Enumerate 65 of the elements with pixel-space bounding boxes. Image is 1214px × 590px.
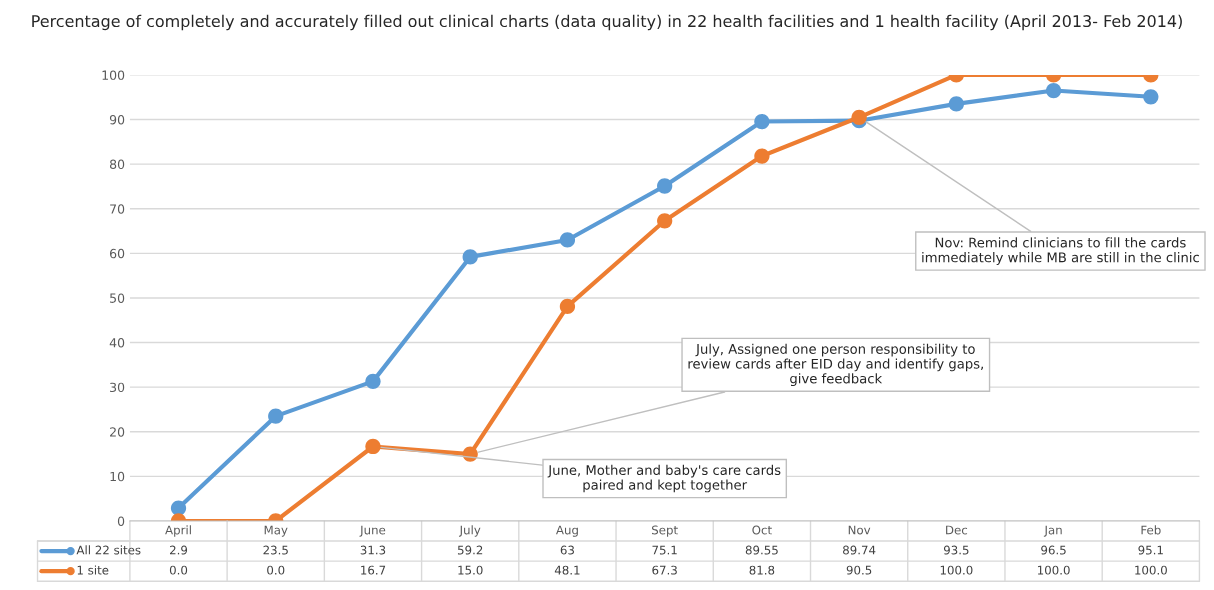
- data-label: 93.5: [943, 545, 969, 555]
- x-tick-label: Aug: [556, 525, 578, 537]
- point: [851, 109, 867, 125]
- point: [559, 298, 576, 315]
- data-label: 100.0: [940, 565, 973, 575]
- y-tick-label: 100: [102, 70, 125, 80]
- y-tick-label: 70: [110, 204, 125, 214]
- point: [948, 96, 964, 112]
- y-tick-label: 50: [110, 293, 125, 303]
- data-label: 59.2: [457, 545, 483, 555]
- legend-label: All 22 sites: [76, 545, 141, 555]
- point: [268, 408, 284, 424]
- data-label: 15.0: [458, 565, 483, 575]
- data-label: 31.3: [360, 545, 386, 555]
- point: [1143, 89, 1159, 105]
- point: [365, 438, 381, 455]
- point: [657, 178, 673, 194]
- data-label: 67.3: [652, 565, 677, 575]
- point: [559, 232, 576, 248]
- data-label: 16.7: [361, 565, 386, 575]
- data-label: 0.0: [267, 565, 285, 575]
- x-tick-label: Nov: [848, 525, 871, 535]
- data-label: 0.0: [169, 565, 188, 575]
- point: [1045, 82, 1062, 99]
- point: [365, 373, 381, 389]
- x-tick-label: Dec: [946, 525, 968, 535]
- annotation: July, Assigned one person responsibility to review cards after EID day and identify gaps, give feedback: [688, 343, 983, 387]
- y-tick-label: 40: [109, 338, 125, 348]
- y-tick-label: 10: [110, 471, 125, 482]
- y-tick-label: 20: [110, 427, 125, 437]
- data-label: 89.55: [745, 545, 778, 555]
- data-label: 75.1: [652, 545, 677, 555]
- x-tick-label: April: [165, 525, 191, 537]
- y-tick-label: 60: [110, 248, 125, 259]
- y-tick-label: 80: [109, 159, 125, 170]
- chart-title: Percentage of completely and accurately filled out clinical charts (data quality) in 22 health facilities and 1 health facility (April 2013- Feb 2014): [32, 14, 1182, 31]
- x-tick-label: May: [264, 525, 288, 537]
- x-tick-label: Jan: [1043, 525, 1062, 537]
- annotation: Nov: Remind clinicians to fill the cards immediately while MB are still in the clinic: [922, 237, 1199, 265]
- x-tick-label: Sept: [652, 525, 678, 537]
- y-tick-label: 90: [109, 115, 125, 125]
- annotation: June, Mother and baby's care cards paired and kept together: [547, 464, 781, 493]
- data-label: 89.74: [843, 545, 876, 555]
- data-label: 100.0: [1135, 565, 1167, 575]
- data-label: 100.0: [1037, 565, 1070, 575]
- data-label: 96.5: [1041, 545, 1066, 555]
- data-label: 95.1: [1138, 545, 1163, 555]
- data-label: 63: [560, 545, 574, 555]
- point: [754, 148, 770, 164]
- x-tick-label: June: [359, 525, 386, 537]
- point: [462, 249, 478, 265]
- y-tick-label: 0: [117, 516, 125, 526]
- x-tick-label: Feb: [1141, 525, 1161, 535]
- point: [657, 213, 673, 229]
- data-label: 2.9: [169, 545, 188, 555]
- point: [754, 113, 770, 130]
- x-tick-label: Oct: [752, 525, 772, 535]
- y-tick-label: 30: [110, 382, 125, 393]
- data-label: 48.1: [554, 565, 580, 575]
- data-label: 90.5: [846, 565, 872, 575]
- data-label: 23.5: [263, 545, 288, 555]
- point: [170, 500, 187, 516]
- x-tick-label: July: [458, 525, 481, 537]
- legend-label: 1 site: [77, 565, 109, 575]
- data-label: 81.8: [749, 565, 775, 575]
